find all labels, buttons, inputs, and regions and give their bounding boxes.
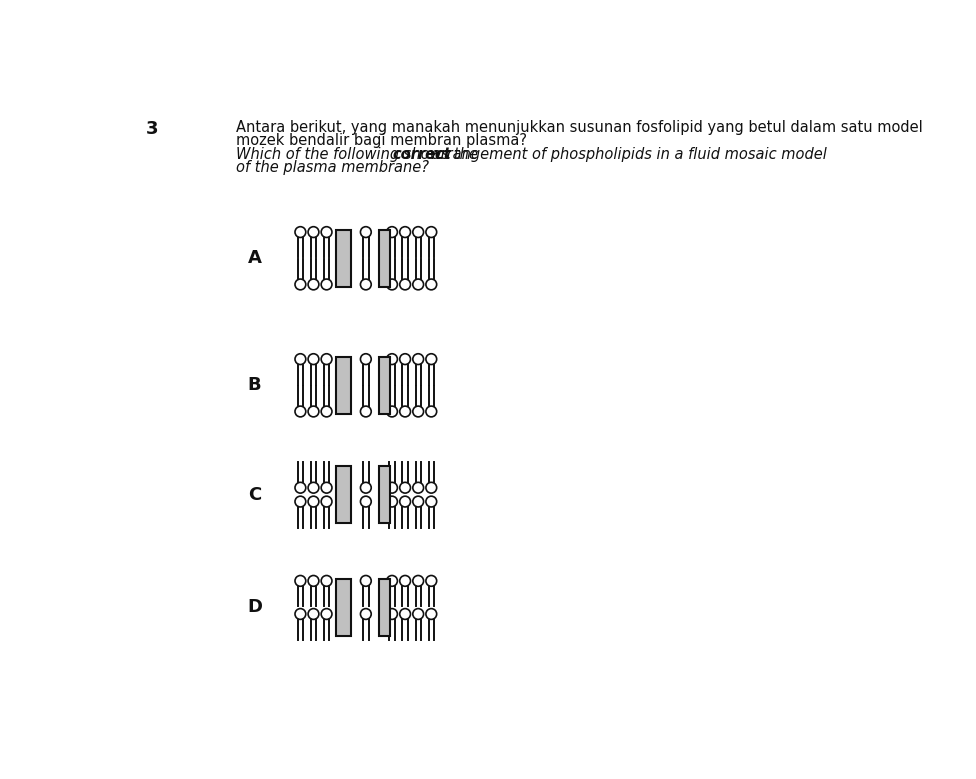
Circle shape <box>413 227 424 238</box>
Circle shape <box>295 227 305 238</box>
Circle shape <box>386 279 397 290</box>
Circle shape <box>386 354 397 365</box>
Circle shape <box>426 354 436 365</box>
Circle shape <box>360 406 371 417</box>
Circle shape <box>360 354 371 365</box>
Circle shape <box>308 406 319 417</box>
Circle shape <box>321 496 332 507</box>
FancyBboxPatch shape <box>336 230 351 287</box>
Text: correct: correct <box>392 146 451 161</box>
Circle shape <box>360 279 371 290</box>
Circle shape <box>360 496 371 507</box>
Circle shape <box>308 482 319 493</box>
Circle shape <box>360 608 371 619</box>
Circle shape <box>360 482 371 493</box>
Circle shape <box>295 279 305 290</box>
Text: 3: 3 <box>146 120 158 138</box>
Circle shape <box>321 227 332 238</box>
Circle shape <box>308 227 319 238</box>
Circle shape <box>321 354 332 365</box>
Circle shape <box>295 406 305 417</box>
Circle shape <box>426 482 436 493</box>
Circle shape <box>360 576 371 587</box>
FancyBboxPatch shape <box>379 357 389 414</box>
Text: B: B <box>248 376 262 394</box>
Circle shape <box>400 576 411 587</box>
Circle shape <box>400 482 411 493</box>
Circle shape <box>413 576 424 587</box>
FancyBboxPatch shape <box>379 230 389 287</box>
Circle shape <box>295 496 305 507</box>
Circle shape <box>400 227 411 238</box>
Text: arrangement of phospholipids in a fluid mosaic model: arrangement of phospholipids in a fluid … <box>427 146 827 161</box>
Circle shape <box>426 227 436 238</box>
Text: of the plasma membrane?: of the plasma membrane? <box>236 160 429 174</box>
Circle shape <box>400 279 411 290</box>
Circle shape <box>295 482 305 493</box>
Circle shape <box>360 227 371 238</box>
Circle shape <box>413 279 424 290</box>
Circle shape <box>426 279 436 290</box>
Circle shape <box>400 406 411 417</box>
Circle shape <box>386 482 397 493</box>
Circle shape <box>321 406 332 417</box>
Circle shape <box>413 482 424 493</box>
Circle shape <box>321 279 332 290</box>
FancyBboxPatch shape <box>379 466 389 523</box>
Circle shape <box>295 576 305 587</box>
Circle shape <box>426 608 436 619</box>
Circle shape <box>308 608 319 619</box>
Circle shape <box>308 496 319 507</box>
FancyBboxPatch shape <box>336 579 351 636</box>
Circle shape <box>386 227 397 238</box>
Circle shape <box>386 496 397 507</box>
Circle shape <box>308 279 319 290</box>
Circle shape <box>321 608 332 619</box>
Circle shape <box>400 354 411 365</box>
Circle shape <box>413 406 424 417</box>
Text: D: D <box>248 598 263 616</box>
Circle shape <box>308 576 319 587</box>
Circle shape <box>413 496 424 507</box>
Circle shape <box>295 354 305 365</box>
Circle shape <box>400 496 411 507</box>
Circle shape <box>386 576 397 587</box>
Text: Antara berikut, yang manakah menunjukkan susunan fosfolipid yang betul dalam sat: Antara berikut, yang manakah menunjukkan… <box>236 120 923 135</box>
Circle shape <box>295 608 305 619</box>
Circle shape <box>413 608 424 619</box>
Circle shape <box>426 576 436 587</box>
Circle shape <box>321 482 332 493</box>
Text: C: C <box>248 485 261 504</box>
Circle shape <box>308 354 319 365</box>
Circle shape <box>386 608 397 619</box>
Text: mozek bendalir bagi membran plasma?: mozek bendalir bagi membran plasma? <box>236 132 527 148</box>
FancyBboxPatch shape <box>379 579 389 636</box>
FancyBboxPatch shape <box>336 357 351 414</box>
Circle shape <box>400 608 411 619</box>
Circle shape <box>426 496 436 507</box>
Circle shape <box>321 576 332 587</box>
Text: Which of the following shows the: Which of the following shows the <box>236 146 482 161</box>
Circle shape <box>426 406 436 417</box>
Circle shape <box>413 354 424 365</box>
FancyBboxPatch shape <box>336 466 351 523</box>
Text: A: A <box>248 249 262 267</box>
Circle shape <box>386 406 397 417</box>
